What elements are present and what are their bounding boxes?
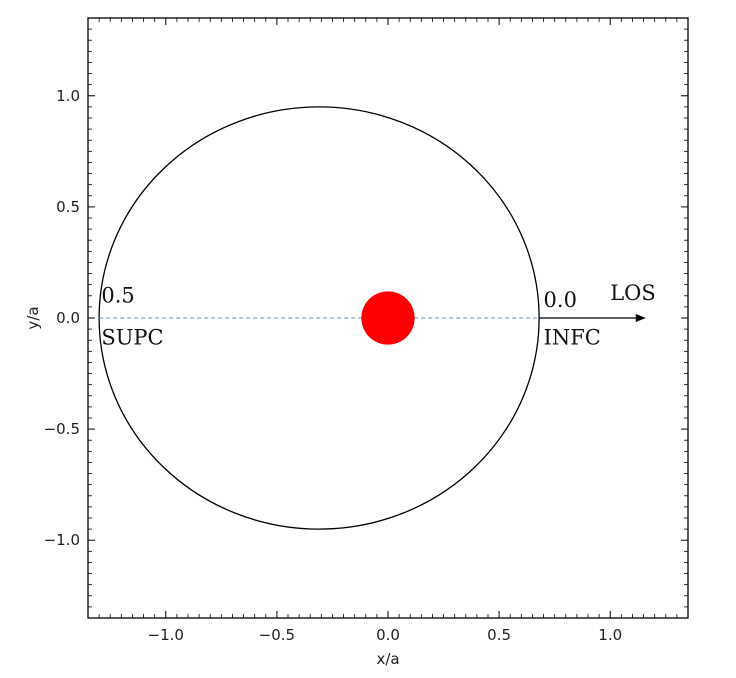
- x-tick-label: 1.0: [598, 626, 622, 644]
- annotation-label: INFC: [544, 326, 601, 350]
- y-tick-label: −0.5: [44, 420, 80, 438]
- annotation-label: LOS: [610, 281, 656, 305]
- x-axis-label: x/a: [376, 650, 399, 668]
- x-tick-labels: −1.0 −0.5 0.0 0.5 1.0: [148, 626, 623, 644]
- y-axis-label: y/a: [24, 306, 42, 329]
- y-tick-label: 0.0: [56, 309, 80, 327]
- los-arrow-head: [635, 314, 646, 322]
- axis-ticks: [88, 18, 688, 618]
- y-tick-label: 0.5: [56, 198, 80, 216]
- x-tick-label: −1.0: [148, 626, 184, 644]
- annotation-label: 0.5: [101, 283, 134, 307]
- annotation-label: SUPC: [101, 326, 163, 350]
- y-tick-labels: −1.0 −0.5 0.0 0.5 1.0: [44, 87, 80, 549]
- annotation-label: 0.0: [544, 288, 577, 312]
- central-star: [361, 291, 415, 345]
- x-tick-label: 0.5: [487, 626, 511, 644]
- y-tick-label: −1.0: [44, 531, 80, 549]
- x-tick-label: −0.5: [259, 626, 295, 644]
- annotations: 0.5 SUPC 0.0 INFC LOS: [101, 281, 655, 349]
- y-tick-label: 1.0: [56, 87, 80, 105]
- x-tick-label: 0.0: [376, 626, 400, 644]
